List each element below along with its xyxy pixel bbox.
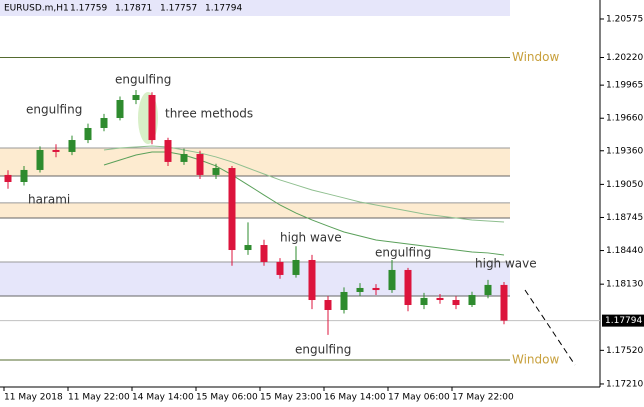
header-value: 1.17757 xyxy=(160,4,197,14)
candle-body xyxy=(324,300,332,310)
pattern-label: engulfing xyxy=(295,343,351,357)
header-values: 1.17759 1.17871 1.17757 1.17794 xyxy=(70,4,242,14)
y-tick-label: 1.19660 xyxy=(606,114,643,124)
header-value: 1.17871 xyxy=(115,4,152,14)
candle-body xyxy=(36,150,44,170)
candle-body xyxy=(484,284,492,296)
y-tick-label: 1.17520 xyxy=(606,346,643,356)
x-tick-label: 15 May 23:00 xyxy=(260,393,322,403)
candle-body xyxy=(132,95,140,101)
x-tick-label: 15 May 06:00 xyxy=(196,393,258,403)
candle-body xyxy=(372,287,380,291)
price-box xyxy=(602,314,644,327)
candle-body xyxy=(500,284,508,321)
candle-body xyxy=(420,297,428,306)
candle-body xyxy=(340,291,348,310)
pattern-label: high wave xyxy=(475,257,537,271)
candle-body xyxy=(452,300,460,306)
candle-body xyxy=(308,259,316,301)
x-tick-label: 17 May 06:00 xyxy=(388,393,450,403)
pattern-label: three methods xyxy=(165,107,253,121)
candle-body xyxy=(68,140,76,152)
candle-body xyxy=(388,269,396,291)
level-label: Window xyxy=(512,50,560,64)
y-tick-label: 1.19360 xyxy=(606,146,643,156)
x-tick-label: 11 May 2018 xyxy=(4,393,63,403)
y-tick-label: 1.18130 xyxy=(606,280,643,290)
current-price: 1.17794 xyxy=(605,316,642,326)
candle-body xyxy=(436,297,444,301)
header-bar xyxy=(0,0,510,16)
zone xyxy=(0,261,510,296)
x-tick-label: 14 May 14:00 xyxy=(132,393,194,403)
y-tick-label: 1.18440 xyxy=(606,246,643,256)
trend-line xyxy=(524,289,576,366)
candle-body xyxy=(148,95,156,141)
x-tick-label: 16 May 14:00 xyxy=(324,393,386,403)
candle-body xyxy=(100,118,108,128)
x-tick-label: 11 May 22:00 xyxy=(68,393,130,403)
candle-body xyxy=(164,140,172,162)
candle-body xyxy=(84,127,92,141)
candle-body xyxy=(404,269,412,306)
candle-body xyxy=(180,154,188,162)
candle-body xyxy=(196,154,204,175)
zone xyxy=(0,202,510,219)
candle-body xyxy=(52,150,60,152)
candle-body xyxy=(228,168,236,251)
header-value: 1.17794 xyxy=(205,4,242,14)
candle-body xyxy=(356,287,364,292)
y-tick-label: 1.18745 xyxy=(606,213,643,223)
y-tick-label: 1.19965 xyxy=(606,81,643,91)
y-tick-label: 1.20220 xyxy=(606,53,643,63)
header-value: 1.17759 xyxy=(70,4,107,14)
y-tick-label: 1.19050 xyxy=(606,180,643,190)
x-tick-label: 17 May 22:00 xyxy=(452,393,514,403)
candle-body xyxy=(244,245,252,251)
candle-body xyxy=(260,245,268,262)
candle-body xyxy=(468,295,476,306)
pattern-label: high wave xyxy=(280,231,342,245)
pattern-label: engulfing xyxy=(375,246,431,260)
candle-body xyxy=(116,100,124,119)
y-tick-label: 1.20575 xyxy=(606,14,643,24)
candle-body xyxy=(292,259,300,275)
pattern-label: engulfing xyxy=(115,73,171,87)
candle-body xyxy=(212,168,220,175)
pattern-label: engulfing xyxy=(26,103,82,117)
candle-body xyxy=(20,169,28,183)
zone xyxy=(0,147,510,177)
pattern-label: harami xyxy=(28,193,70,207)
candle-body xyxy=(276,261,284,275)
level-label: Window xyxy=(512,352,560,366)
chart-title: EURUSD.m,H1 xyxy=(4,4,69,14)
y-tick-label: 1.17210 xyxy=(606,379,643,389)
candle-body xyxy=(4,174,12,183)
